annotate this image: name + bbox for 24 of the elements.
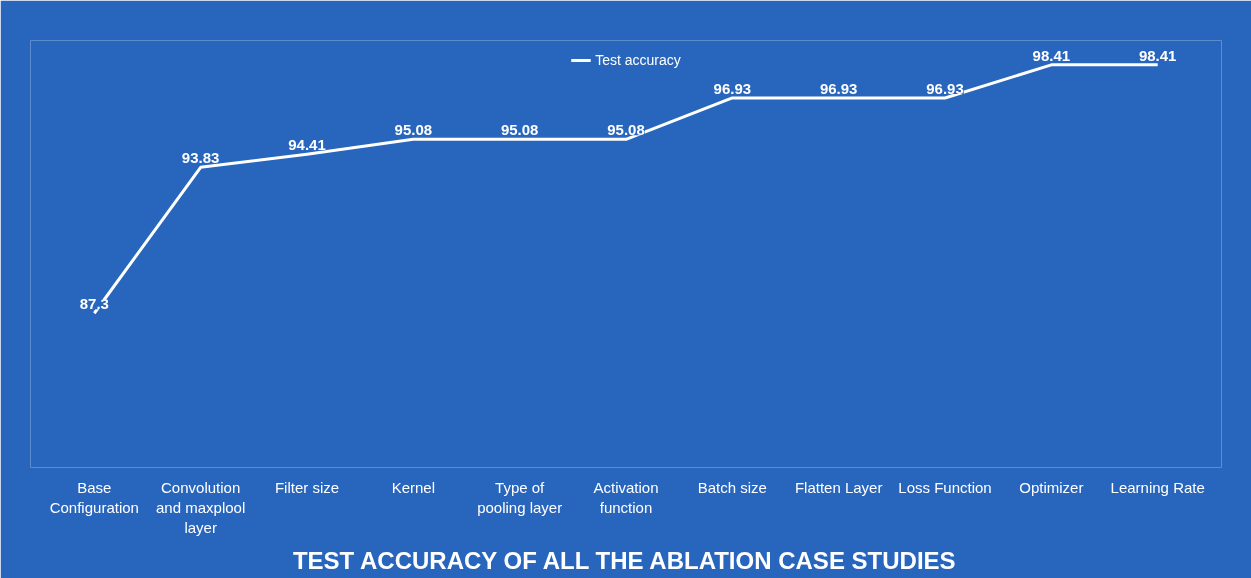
- data-label: 93.83: [181, 149, 220, 167]
- legend-label: Test accuracy: [595, 52, 681, 68]
- x-tick-label: Learning Rate: [1110, 478, 1205, 496]
- data-label: 98.41: [1032, 46, 1071, 64]
- data-label: 96.93: [819, 79, 858, 97]
- text: TEST ACCURACY OF ALL THE ABLATION CASE STUDIES: [292, 546, 956, 574]
- x-tick-label: Flatten Layer: [794, 478, 883, 496]
- data-label: 96.93: [926, 79, 964, 97]
- x-tick-label: Batch size: [697, 478, 767, 496]
- x-tick-label: Convolution and maxplool layer: [156, 478, 246, 537]
- data-label: 95.08: [500, 121, 539, 139]
- data-label: 94.41: [288, 136, 326, 154]
- x-tick-label: Type of pooling layer: [477, 478, 563, 516]
- x-tick-label: Activation function: [593, 478, 659, 516]
- x-tick-label: Optimizer: [1019, 478, 1084, 496]
- x-tick-label: Loss Function: [898, 478, 992, 496]
- data-label: 95.08: [607, 121, 645, 139]
- x-tick-label: Filter size: [274, 478, 340, 496]
- data-label: 98.41: [1138, 46, 1177, 64]
- x-tick-label: Kernel: [391, 478, 435, 496]
- data-label: 87.3: [79, 295, 109, 313]
- data-label: 95.08: [394, 121, 433, 139]
- x-tick-label: Base Configuration: [49, 478, 139, 516]
- data-label: 96.93: [713, 79, 752, 97]
